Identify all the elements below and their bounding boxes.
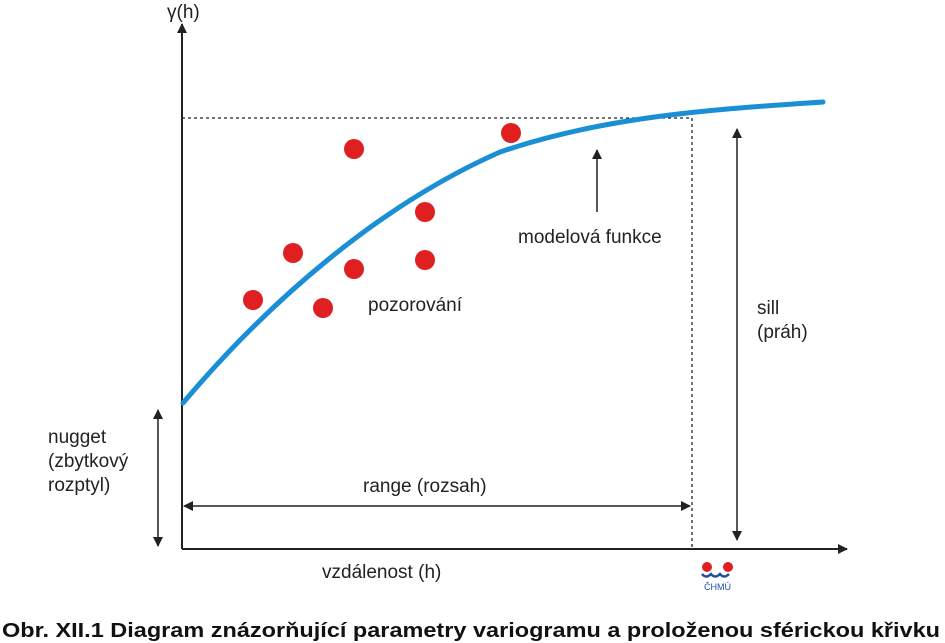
chmu-logo: ČHMÚ [701,562,733,592]
observation-point [344,259,364,279]
y-axis-label: γ(h) [167,2,200,23]
model-label: modelová funkce [518,227,662,248]
observation-point [501,123,521,143]
logo-text: ČHMÚ [704,582,731,592]
model-curve [180,99,826,406]
observation-point [313,298,333,318]
sill-label-sub: (práh) [757,322,808,343]
nugget-label: nugget [48,427,107,448]
nugget-label-sub2: rozptyl) [48,475,110,496]
logo-circle-right [723,562,733,572]
logo-circle-left [702,562,712,572]
range-label: range (rozsah) [363,476,487,497]
sill-label: sill [757,298,779,319]
x-axis-label: vzdálenost (h) [322,562,441,583]
observation-label: pozorování [368,295,463,316]
observation-point [415,250,435,270]
observation-point [283,243,303,263]
observation-point [415,202,435,222]
nugget-label-sub1: (zbytkový [48,451,129,472]
figure-caption: Obr. XII.1 Diagram znázorňující parametr… [2,620,940,642]
observation-point [243,290,263,310]
logo-wave-icon [701,572,730,578]
observation-point [344,139,364,159]
